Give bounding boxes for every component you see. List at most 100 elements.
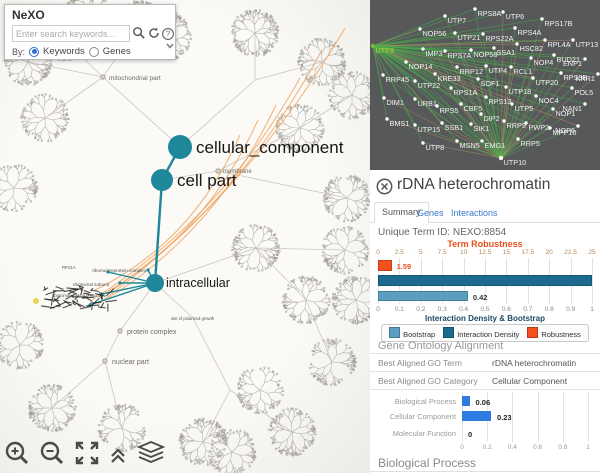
gene-node[interactable] bbox=[435, 104, 439, 108]
gene-node[interactable] bbox=[385, 117, 389, 121]
term-node-label: ribosomal subunit bbox=[73, 282, 110, 287]
gene-node[interactable] bbox=[559, 71, 563, 75]
gene-node[interactable] bbox=[583, 57, 587, 61]
gene-node[interactable] bbox=[498, 155, 504, 161]
gene-node[interactable] bbox=[583, 102, 587, 106]
gene-node[interactable] bbox=[513, 26, 517, 30]
gene-node[interactable] bbox=[449, 86, 453, 90]
gene-node[interactable] bbox=[455, 139, 459, 143]
term-node[interactable] bbox=[100, 74, 106, 80]
gene-node[interactable] bbox=[480, 139, 484, 143]
gene-node[interactable] bbox=[443, 49, 447, 53]
fit-to-screen-button[interactable] bbox=[74, 440, 100, 466]
axis-tick: 17.5 bbox=[521, 249, 535, 256]
zoom-in-button[interactable] bbox=[4, 440, 30, 466]
gene-node[interactable] bbox=[413, 123, 417, 127]
gene-node[interactable] bbox=[421, 47, 425, 51]
term-node[interactable] bbox=[215, 168, 221, 174]
axis-tick: 0.5 bbox=[480, 306, 490, 313]
term-node[interactable] bbox=[117, 328, 123, 334]
gene-node[interactable] bbox=[473, 7, 477, 11]
gene-label: SIK1 bbox=[474, 124, 490, 133]
gene-node[interactable] bbox=[476, 77, 480, 81]
gene-node[interactable] bbox=[484, 95, 488, 99]
axis-tick: 2.5 bbox=[394, 249, 404, 256]
density-axis-label: Interaction Density & Bootstrap bbox=[424, 314, 545, 323]
close-icon[interactable] bbox=[376, 178, 393, 195]
gene-node[interactable] bbox=[552, 53, 556, 57]
go-category-chart: 0 0.2 0.4 0.6 0.8 1 Biological Process 0.06 Cell… bbox=[370, 392, 600, 454]
gene-node[interactable] bbox=[421, 141, 425, 145]
search-icon[interactable] bbox=[132, 26, 146, 40]
radio-keywords[interactable] bbox=[29, 46, 40, 57]
chevron-down-icon[interactable] bbox=[165, 41, 175, 51]
ontology-canvas[interactable]: mitochondrial part membrane protein comple… bbox=[0, 0, 370, 473]
gene-node[interactable] bbox=[443, 14, 447, 18]
gene-node[interactable] bbox=[492, 46, 496, 50]
tab-interactions[interactable]: Interactions bbox=[451, 208, 498, 218]
gene-node[interactable] bbox=[418, 27, 422, 31]
tab-summary[interactable]: Summary bbox=[374, 202, 429, 223]
gene-node[interactable] bbox=[404, 60, 408, 64]
gene-label: RRP45 bbox=[386, 75, 410, 84]
tab-genes[interactable]: Genes bbox=[417, 208, 444, 218]
collapse-all-button[interactable] bbox=[109, 446, 127, 466]
term-node[interactable] bbox=[102, 358, 108, 364]
gene-node[interactable] bbox=[440, 121, 444, 125]
gene-node[interactable] bbox=[510, 102, 514, 106]
radio-genes[interactable] bbox=[88, 46, 99, 57]
gene-node[interactable] bbox=[515, 42, 519, 46]
layers-button[interactable] bbox=[136, 440, 166, 466]
selected-term-node[interactable] bbox=[151, 169, 173, 191]
gene-node[interactable] bbox=[548, 126, 552, 130]
gene-network-graph: UTP9 UTP7 RPS8A UTP6 RPS17B NOP56 UTP21 RPS22A R… bbox=[370, 7, 600, 167]
gene-node[interactable] bbox=[531, 76, 535, 80]
selected-term-node[interactable] bbox=[168, 135, 192, 159]
refresh-icon[interactable] bbox=[147, 26, 161, 40]
selected-term-node[interactable] bbox=[146, 274, 164, 292]
gene-node[interactable] bbox=[596, 72, 600, 76]
gene-network-panel[interactable]: UTP9 UTP7 RPS8A UTP6 RPS17B NOP56 UTP21 RPS22A R… bbox=[370, 0, 600, 170]
gene-node[interactable] bbox=[455, 65, 459, 69]
gene-node[interactable] bbox=[381, 73, 385, 77]
axis-tick: 7.5 bbox=[437, 249, 447, 256]
gene-node[interactable] bbox=[370, 43, 376, 49]
gene-node[interactable] bbox=[570, 86, 574, 90]
gene-node[interactable] bbox=[551, 107, 555, 111]
gene-node[interactable] bbox=[453, 31, 457, 35]
gene-node[interactable] bbox=[484, 64, 488, 68]
gene-node[interactable] bbox=[413, 97, 417, 101]
gene-label: MSN5 bbox=[460, 141, 480, 150]
gene-node[interactable] bbox=[576, 124, 580, 128]
gene-node[interactable] bbox=[543, 38, 547, 42]
gene-node[interactable] bbox=[524, 121, 528, 125]
gene-node[interactable] bbox=[502, 119, 506, 123]
gene-node[interactable] bbox=[534, 94, 538, 98]
gene-node[interactable] bbox=[504, 85, 508, 89]
gene-node[interactable] bbox=[459, 102, 463, 106]
gene-node[interactable] bbox=[501, 10, 505, 14]
category-label: Biological Process bbox=[394, 397, 456, 406]
gene-node[interactable] bbox=[571, 38, 575, 42]
gene-node[interactable] bbox=[529, 56, 533, 60]
gene-node[interactable] bbox=[382, 96, 386, 100]
section-divider bbox=[370, 471, 600, 472]
gene-node[interactable] bbox=[479, 112, 483, 116]
gene-node[interactable] bbox=[516, 137, 520, 141]
gene-node[interactable] bbox=[413, 79, 417, 83]
search-input[interactable] bbox=[12, 25, 130, 42]
legend-interaction-density: Interaction Density bbox=[443, 327, 519, 339]
term-node-label: ribosomal subunit precursor bbox=[52, 293, 104, 298]
gene-node[interactable] bbox=[509, 65, 513, 69]
gene-label: SSB1 bbox=[445, 123, 464, 132]
gene-node[interactable] bbox=[433, 72, 437, 76]
help-icon[interactable]: ? bbox=[161, 27, 175, 41]
gene-node[interactable] bbox=[469, 122, 473, 126]
gene-label: RPS9B bbox=[564, 73, 588, 82]
gene-node[interactable] bbox=[469, 48, 473, 52]
gene-node[interactable] bbox=[481, 32, 485, 36]
gene-node[interactable] bbox=[540, 17, 544, 21]
axis-tick: 12.5 bbox=[478, 249, 492, 256]
biological-process-header: Biological Process bbox=[378, 456, 477, 470]
zoom-out-button[interactable] bbox=[39, 440, 65, 466]
